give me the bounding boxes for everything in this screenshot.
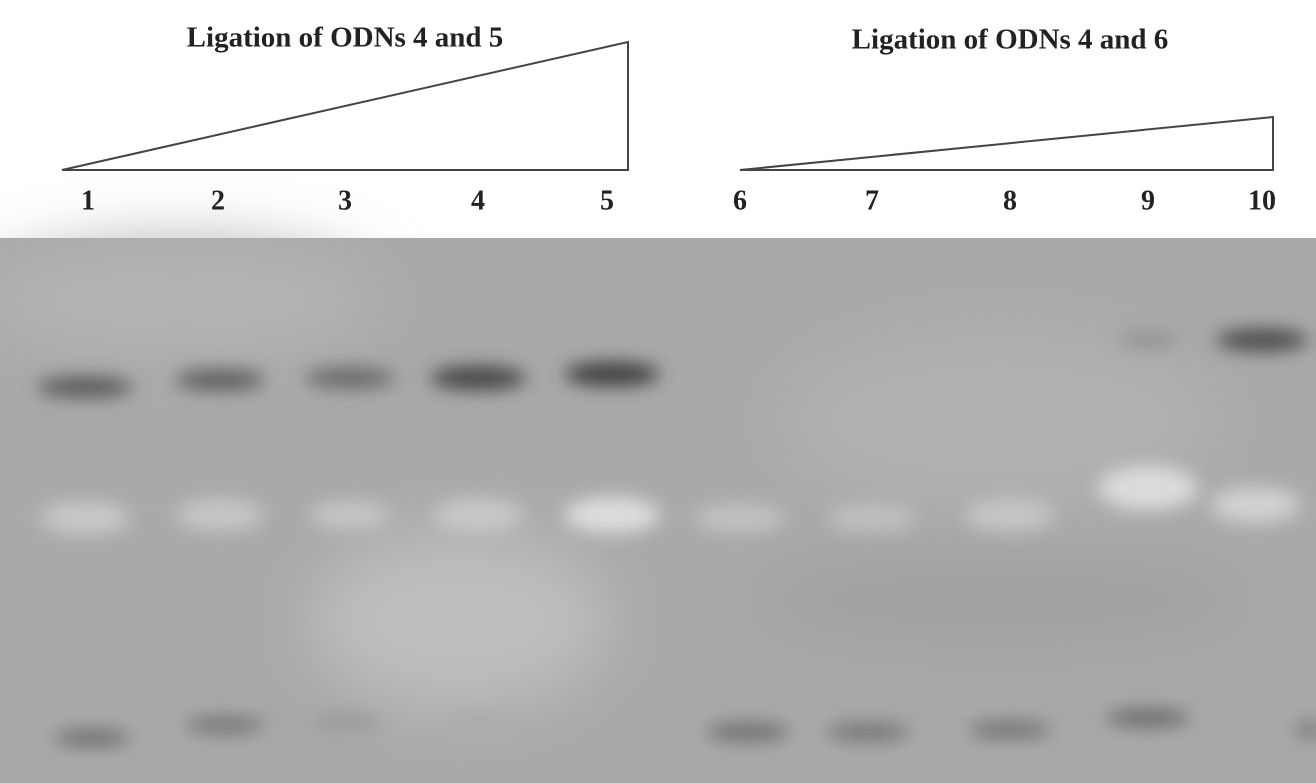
lane-label: 2: [211, 185, 225, 216]
lane-label: 5: [600, 185, 614, 216]
lane-label: 8: [1003, 185, 1017, 216]
lane-label: 6: [733, 185, 747, 216]
lane-label: 1: [81, 185, 95, 216]
lane-label: 10: [1248, 185, 1276, 216]
gradient-wedge: [62, 42, 628, 170]
panel-title: Ligation of ODNs 4 and 5: [187, 22, 504, 54]
lane-label: 4: [471, 185, 485, 216]
panel-title: Ligation of ODNs 4 and 6: [852, 24, 1169, 56]
lane-label: 7: [865, 185, 879, 216]
gradient-wedge: [740, 117, 1273, 170]
lane-label: 9: [1141, 185, 1155, 216]
lane-label: 3: [338, 185, 352, 216]
gel-figure: Ligation of ODNs 4 and 5 Ligation of ODN…: [0, 0, 1316, 783]
gel: [0, 238, 1316, 783]
